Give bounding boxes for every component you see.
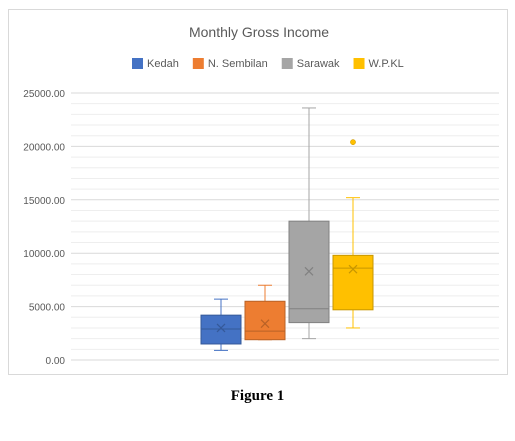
y-tick-label: 15000.00: [23, 196, 65, 207]
legend-swatch: [281, 58, 293, 69]
legend-swatch: [353, 58, 365, 69]
y-axis: 0.00 5000.00 10000.00 15000.00 20000.00 25000…: [23, 89, 65, 367]
mean-marker: [260, 319, 270, 329]
y-tick-label: 0.00: [46, 356, 66, 367]
iqr-box: [200, 314, 242, 345]
y-tick-label: 25000.00: [23, 89, 65, 100]
legend-label: W.P.KL: [369, 58, 404, 70]
box-w-p-kl: [332, 139, 374, 329]
y-tick-label: 5000.00: [29, 303, 66, 314]
iqr-box: [244, 300, 286, 341]
mean-marker: [216, 323, 226, 333]
legend-label: N. Sembilan: [208, 58, 268, 70]
box-series: [200, 107, 374, 351]
outlier-point: [350, 139, 356, 145]
mean-marker: [348, 264, 358, 274]
mean-marker: [304, 266, 314, 276]
legend: Kedah N. Sembilan Sarawak W.P.KL: [132, 58, 404, 70]
iqr-box: [332, 254, 374, 311]
y-tick-label: 10000.00: [23, 249, 65, 260]
y-tick-label: 20000.00: [23, 142, 65, 153]
legend-label: Sarawak: [297, 58, 340, 70]
box-sarawak: [288, 107, 330, 340]
legend-swatch: [192, 58, 204, 69]
box-kedah: [200, 298, 242, 351]
legend-swatch: [132, 58, 143, 69]
chart-title: Monthly Gross Income: [189, 24, 329, 40]
gridlines: [71, 92, 499, 361]
legend-label: Kedah: [147, 58, 179, 70]
box-n-sembilan: [244, 284, 286, 341]
iqr-box: [288, 220, 330, 324]
figure-caption: Figure 1: [230, 388, 285, 404]
box-plot-chart: Monthly Gross Income Kedah N. Sembilan Sar…: [23, 24, 499, 367]
chart-frame: Monthly Gross Income Kedah N. Sembilan Sar…: [8, 9, 508, 375]
